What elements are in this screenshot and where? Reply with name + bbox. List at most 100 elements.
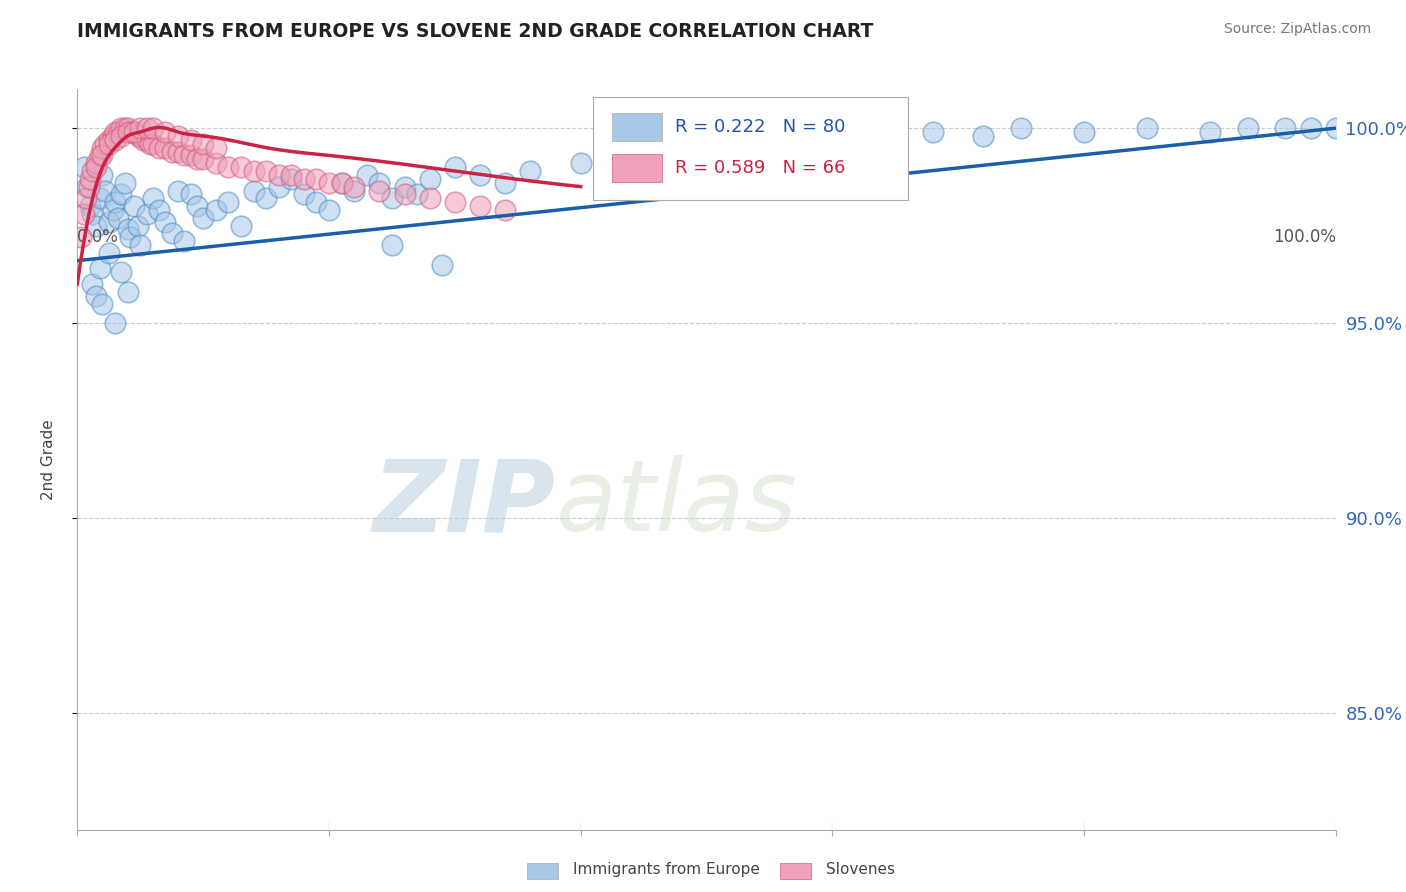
Point <box>305 195 328 210</box>
FancyBboxPatch shape <box>593 96 908 201</box>
Point <box>645 141 668 155</box>
Point <box>173 234 195 248</box>
Point <box>432 258 454 272</box>
Point <box>120 230 142 244</box>
Point <box>720 156 742 170</box>
Point <box>191 136 215 151</box>
Point <box>468 199 491 213</box>
Point <box>191 153 215 167</box>
Point <box>91 168 114 182</box>
Point <box>186 199 208 213</box>
Point <box>167 184 190 198</box>
Point <box>1010 121 1032 136</box>
Point <box>204 202 226 217</box>
Point <box>122 199 145 213</box>
Point <box>122 125 145 139</box>
Point <box>104 133 127 147</box>
Text: Slovenes: Slovenes <box>787 863 896 877</box>
Point <box>494 202 516 217</box>
Point <box>155 141 177 155</box>
Point <box>1236 121 1258 136</box>
Point <box>217 160 239 174</box>
FancyBboxPatch shape <box>612 113 662 141</box>
Point <box>97 136 120 151</box>
Point <box>79 199 101 213</box>
Point <box>148 202 170 217</box>
Text: ZIP: ZIP <box>373 455 555 552</box>
Point <box>1274 121 1296 136</box>
Point <box>242 164 264 178</box>
Point <box>97 133 120 147</box>
Point <box>110 265 132 279</box>
Point <box>254 164 277 178</box>
Point <box>110 187 132 202</box>
Point <box>120 125 142 139</box>
Point <box>91 148 114 162</box>
Point <box>72 207 94 221</box>
Point <box>368 176 391 190</box>
Point <box>101 202 124 217</box>
Point <box>77 179 100 194</box>
Point <box>394 187 416 202</box>
Point <box>972 128 994 143</box>
Point <box>135 207 157 221</box>
Text: Source: ZipAtlas.com: Source: ZipAtlas.com <box>1223 22 1371 37</box>
Point <box>104 195 127 210</box>
Point <box>846 128 869 143</box>
Point <box>82 277 104 291</box>
Point <box>70 230 93 244</box>
Point <box>97 215 120 229</box>
Point <box>94 136 117 151</box>
Point <box>104 316 127 330</box>
Point <box>132 133 155 147</box>
Text: IMMIGRANTS FROM EUROPE VS SLOVENE 2ND GRADE CORRELATION CHART: IMMIGRANTS FROM EUROPE VS SLOVENE 2ND GR… <box>77 22 873 41</box>
Point <box>356 168 378 182</box>
Point <box>104 125 127 139</box>
Point <box>267 179 290 194</box>
Point <box>84 156 107 170</box>
Point <box>167 145 190 159</box>
Point <box>117 121 139 136</box>
Point <box>796 136 818 151</box>
Point <box>101 128 124 143</box>
Point <box>142 136 165 151</box>
Point <box>148 141 170 155</box>
Point <box>494 176 516 190</box>
Point <box>394 179 416 194</box>
Point <box>318 202 340 217</box>
Point <box>91 141 114 155</box>
FancyBboxPatch shape <box>612 154 662 183</box>
Point <box>139 136 162 151</box>
Point <box>129 121 152 136</box>
Point <box>167 128 190 143</box>
Point <box>75 191 97 205</box>
Text: 0.0%: 0.0% <box>77 228 120 246</box>
Point <box>922 125 945 139</box>
Point <box>292 187 315 202</box>
Point <box>72 160 94 174</box>
Point <box>82 164 104 178</box>
Point <box>884 133 907 147</box>
Point <box>229 160 252 174</box>
Point <box>107 211 129 225</box>
Point <box>114 121 136 136</box>
Point <box>242 184 264 198</box>
Point <box>135 133 157 147</box>
Point <box>84 160 107 174</box>
Point <box>444 160 467 174</box>
Point <box>110 128 132 143</box>
Point <box>368 184 391 198</box>
Point <box>217 195 239 210</box>
Point <box>180 187 202 202</box>
Point <box>330 176 353 190</box>
Text: 100.0%: 100.0% <box>1272 228 1336 246</box>
Point <box>142 191 165 205</box>
Point <box>122 125 145 139</box>
Point <box>343 179 366 194</box>
Point <box>607 148 630 162</box>
Point <box>254 191 277 205</box>
Point <box>129 128 152 143</box>
Point <box>519 164 541 178</box>
Point <box>1199 125 1222 139</box>
Point <box>127 219 149 233</box>
